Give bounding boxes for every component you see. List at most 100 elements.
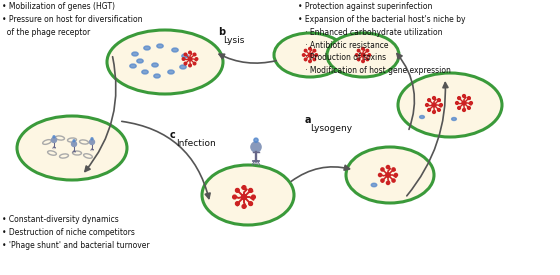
Circle shape	[251, 142, 261, 152]
Circle shape	[356, 54, 358, 56]
Ellipse shape	[451, 117, 456, 120]
Circle shape	[53, 136, 55, 138]
Circle shape	[428, 109, 431, 111]
Circle shape	[308, 53, 312, 57]
Ellipse shape	[371, 183, 377, 187]
Circle shape	[432, 97, 436, 99]
Ellipse shape	[180, 65, 186, 69]
Circle shape	[313, 49, 316, 52]
Circle shape	[251, 195, 255, 199]
Circle shape	[73, 140, 75, 142]
Ellipse shape	[346, 147, 434, 203]
Text: • Protection against superinfection
• Expansion of the bacterial host's niche by: • Protection against superinfection • Ex…	[298, 2, 465, 75]
Circle shape	[392, 168, 395, 171]
Ellipse shape	[132, 52, 138, 56]
Circle shape	[52, 138, 57, 142]
Ellipse shape	[398, 73, 502, 137]
Circle shape	[189, 64, 192, 67]
Circle shape	[426, 104, 428, 106]
Circle shape	[241, 194, 246, 200]
Text: Lysogeny: Lysogeny	[310, 124, 352, 133]
Circle shape	[456, 101, 459, 104]
Ellipse shape	[17, 116, 127, 180]
Circle shape	[468, 106, 470, 109]
Text: c: c	[170, 130, 176, 140]
Circle shape	[249, 188, 253, 192]
Circle shape	[432, 111, 436, 113]
Circle shape	[440, 104, 442, 106]
Circle shape	[428, 99, 431, 101]
Circle shape	[386, 173, 390, 177]
Circle shape	[304, 58, 307, 61]
FancyArrowPatch shape	[397, 54, 414, 130]
Ellipse shape	[172, 48, 178, 52]
Circle shape	[236, 202, 239, 205]
Ellipse shape	[168, 70, 174, 74]
Circle shape	[357, 49, 360, 52]
Circle shape	[195, 58, 198, 60]
Circle shape	[302, 54, 305, 56]
Circle shape	[189, 51, 192, 54]
Ellipse shape	[157, 44, 163, 48]
Circle shape	[188, 57, 192, 61]
Circle shape	[381, 168, 384, 171]
Ellipse shape	[130, 64, 136, 68]
Circle shape	[357, 58, 360, 61]
Circle shape	[184, 62, 186, 65]
FancyArrowPatch shape	[291, 165, 349, 181]
Circle shape	[232, 195, 236, 199]
Circle shape	[315, 54, 318, 56]
Circle shape	[182, 58, 185, 60]
Ellipse shape	[142, 70, 148, 74]
Circle shape	[309, 60, 311, 62]
Ellipse shape	[154, 74, 160, 78]
Circle shape	[386, 166, 390, 169]
FancyArrowPatch shape	[85, 57, 116, 171]
Circle shape	[468, 97, 470, 100]
Circle shape	[470, 101, 473, 104]
Circle shape	[463, 95, 465, 97]
Circle shape	[362, 48, 364, 50]
Circle shape	[236, 188, 239, 192]
Circle shape	[437, 109, 440, 111]
Text: b: b	[218, 27, 225, 37]
Circle shape	[366, 58, 368, 61]
Circle shape	[184, 53, 186, 56]
Circle shape	[368, 54, 371, 56]
Circle shape	[254, 138, 258, 142]
Circle shape	[392, 179, 395, 182]
FancyArrowPatch shape	[122, 121, 210, 199]
Circle shape	[394, 174, 398, 177]
FancyArrowPatch shape	[407, 82, 448, 196]
Circle shape	[379, 174, 382, 177]
Ellipse shape	[274, 33, 346, 77]
Circle shape	[381, 179, 384, 182]
Circle shape	[463, 109, 465, 111]
Circle shape	[90, 139, 95, 144]
Ellipse shape	[182, 54, 188, 58]
Circle shape	[432, 103, 436, 107]
Ellipse shape	[419, 116, 424, 119]
Circle shape	[309, 48, 311, 50]
Circle shape	[366, 49, 368, 52]
Ellipse shape	[327, 33, 399, 77]
Ellipse shape	[107, 30, 223, 94]
Circle shape	[437, 99, 440, 101]
Circle shape	[458, 97, 460, 100]
Text: • Mobilization of genes (HGT)
• Pressure on host for diversification
  of the ph: • Mobilization of genes (HGT) • Pressure…	[2, 2, 142, 37]
Circle shape	[242, 186, 246, 189]
Circle shape	[91, 138, 93, 140]
Circle shape	[361, 53, 365, 57]
Text: Infection: Infection	[176, 139, 216, 148]
Circle shape	[242, 205, 246, 208]
Text: • Constant-diversity dynamics
• Destruction of niche competitors
• 'Phage shunt': • Constant-diversity dynamics • Destruct…	[2, 215, 150, 250]
Ellipse shape	[144, 46, 150, 50]
Circle shape	[458, 106, 460, 109]
Circle shape	[386, 181, 390, 185]
Circle shape	[193, 53, 196, 56]
Ellipse shape	[152, 63, 158, 67]
Circle shape	[72, 142, 77, 147]
Text: Lysis: Lysis	[223, 36, 244, 45]
FancyArrowPatch shape	[219, 54, 276, 63]
Circle shape	[249, 202, 253, 205]
